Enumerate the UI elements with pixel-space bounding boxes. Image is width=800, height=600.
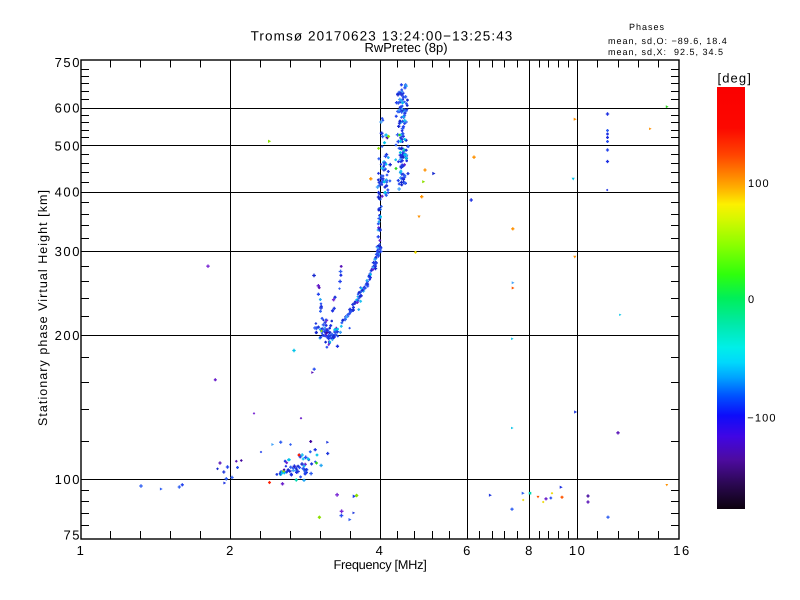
svg-text:1: 1 [77,543,86,558]
svg-text:100: 100 [748,178,770,190]
svg-text:RwPretec (8p): RwPretec (8p) [364,40,447,55]
svg-text:2: 2 [226,543,235,558]
svg-text:−100: −100 [747,413,776,425]
svg-text:Phases: Phases [629,22,665,32]
svg-text:[deg]: [deg] [718,71,752,86]
svg-text:6: 6 [463,543,472,558]
svg-text:100: 100 [55,472,81,487]
svg-text:75: 75 [63,527,81,542]
svg-text:Frequency [MHz]: Frequency [MHz] [334,557,427,572]
svg-text:mean, sd,O: −89.6, 18.4: mean, sd,O: −89.6, 18.4 [608,36,728,46]
svg-text:8: 8 [525,543,534,558]
svg-text:Tromsø 20170623 13:24:00−13:25: Tromsø 20170623 13:24:00−13:25:43 [251,29,514,44]
svg-text:600: 600 [55,101,81,116]
svg-text:4: 4 [376,543,385,558]
svg-text:500: 500 [55,138,81,153]
svg-text:750: 750 [55,55,81,70]
svg-text:Stationary phase Virtual Heigh: Stationary phase Virtual Height [km] [36,189,50,426]
svg-text:10: 10 [569,543,587,558]
svg-text:200: 200 [55,328,81,343]
svg-text:300: 300 [55,244,81,259]
svg-text:16: 16 [673,543,691,558]
svg-text:0: 0 [748,294,755,306]
svg-text:mean, sd,X: 92.5, 34.5: mean, sd,X: 92.5, 34.5 [608,47,724,57]
svg-text:400: 400 [55,185,81,200]
